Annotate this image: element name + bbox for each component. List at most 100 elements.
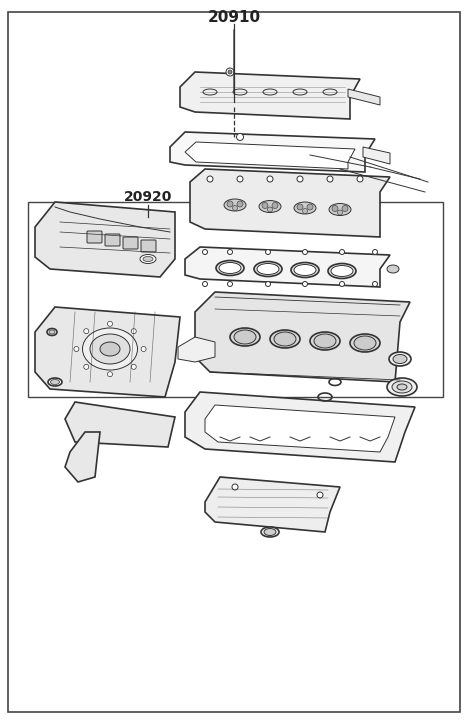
Ellipse shape (143, 257, 153, 262)
Ellipse shape (51, 379, 59, 385)
Ellipse shape (254, 262, 282, 276)
Polygon shape (35, 202, 175, 277)
Circle shape (307, 204, 313, 210)
Circle shape (267, 176, 273, 182)
Ellipse shape (294, 265, 316, 276)
Ellipse shape (48, 378, 62, 386)
Polygon shape (170, 132, 375, 172)
Circle shape (141, 347, 146, 351)
Ellipse shape (274, 332, 296, 346)
Circle shape (233, 206, 237, 211)
Ellipse shape (387, 265, 399, 273)
Polygon shape (348, 89, 380, 105)
Circle shape (84, 364, 89, 369)
Ellipse shape (329, 204, 351, 215)
Bar (28, 202, 443, 397)
Ellipse shape (328, 263, 356, 278)
Ellipse shape (82, 328, 138, 370)
Circle shape (232, 484, 238, 490)
Polygon shape (185, 247, 390, 287)
Ellipse shape (47, 329, 57, 335)
Ellipse shape (264, 529, 276, 536)
Circle shape (237, 201, 243, 207)
Circle shape (302, 281, 307, 286)
Ellipse shape (224, 199, 246, 211)
Circle shape (373, 249, 378, 254)
Ellipse shape (270, 330, 300, 348)
Circle shape (227, 201, 233, 207)
Circle shape (337, 210, 343, 215)
FancyBboxPatch shape (105, 234, 120, 246)
Ellipse shape (354, 336, 376, 350)
Circle shape (131, 329, 136, 334)
Polygon shape (65, 432, 100, 482)
Polygon shape (205, 477, 340, 532)
FancyBboxPatch shape (123, 237, 138, 249)
Ellipse shape (230, 328, 260, 346)
Circle shape (203, 249, 207, 254)
Ellipse shape (331, 265, 353, 276)
Ellipse shape (49, 330, 55, 334)
Circle shape (74, 347, 79, 351)
Polygon shape (178, 337, 215, 362)
Polygon shape (195, 292, 410, 382)
Circle shape (302, 249, 307, 254)
Ellipse shape (314, 334, 336, 348)
Circle shape (297, 176, 303, 182)
Ellipse shape (216, 260, 244, 276)
Circle shape (236, 134, 243, 140)
Circle shape (262, 203, 268, 209)
Polygon shape (180, 72, 360, 119)
Circle shape (272, 203, 278, 209)
Circle shape (357, 176, 363, 182)
Ellipse shape (389, 352, 411, 366)
Ellipse shape (234, 330, 256, 344)
Ellipse shape (100, 342, 120, 356)
Circle shape (327, 176, 333, 182)
Ellipse shape (392, 381, 412, 393)
Circle shape (265, 281, 271, 286)
Ellipse shape (294, 202, 316, 214)
Ellipse shape (140, 254, 156, 263)
Circle shape (237, 176, 243, 182)
Circle shape (339, 281, 344, 286)
Circle shape (268, 207, 272, 212)
Ellipse shape (219, 262, 241, 273)
Circle shape (342, 206, 348, 212)
Ellipse shape (259, 201, 281, 212)
Polygon shape (205, 405, 395, 452)
FancyBboxPatch shape (141, 240, 156, 252)
Circle shape (226, 68, 234, 76)
Circle shape (207, 176, 213, 182)
Circle shape (297, 204, 303, 210)
Circle shape (373, 281, 378, 286)
Ellipse shape (90, 334, 130, 364)
Circle shape (108, 371, 112, 377)
Circle shape (227, 249, 233, 254)
Ellipse shape (397, 384, 407, 390)
Ellipse shape (257, 263, 279, 275)
Text: 20920: 20920 (124, 190, 172, 204)
FancyBboxPatch shape (87, 231, 102, 243)
Circle shape (339, 249, 344, 254)
Ellipse shape (291, 262, 319, 278)
Ellipse shape (393, 355, 407, 364)
Polygon shape (185, 392, 415, 462)
Circle shape (108, 321, 112, 326)
Polygon shape (35, 307, 180, 397)
Circle shape (228, 70, 232, 74)
Circle shape (265, 249, 271, 254)
Polygon shape (65, 402, 175, 447)
Circle shape (332, 206, 338, 212)
Polygon shape (190, 169, 390, 237)
Ellipse shape (387, 378, 417, 396)
Polygon shape (185, 142, 355, 169)
FancyBboxPatch shape (8, 12, 460, 712)
Circle shape (131, 364, 136, 369)
Circle shape (317, 492, 323, 498)
Polygon shape (363, 147, 390, 164)
Ellipse shape (261, 527, 279, 537)
Circle shape (302, 209, 307, 214)
Circle shape (203, 281, 207, 286)
Text: 20910: 20910 (207, 9, 261, 25)
